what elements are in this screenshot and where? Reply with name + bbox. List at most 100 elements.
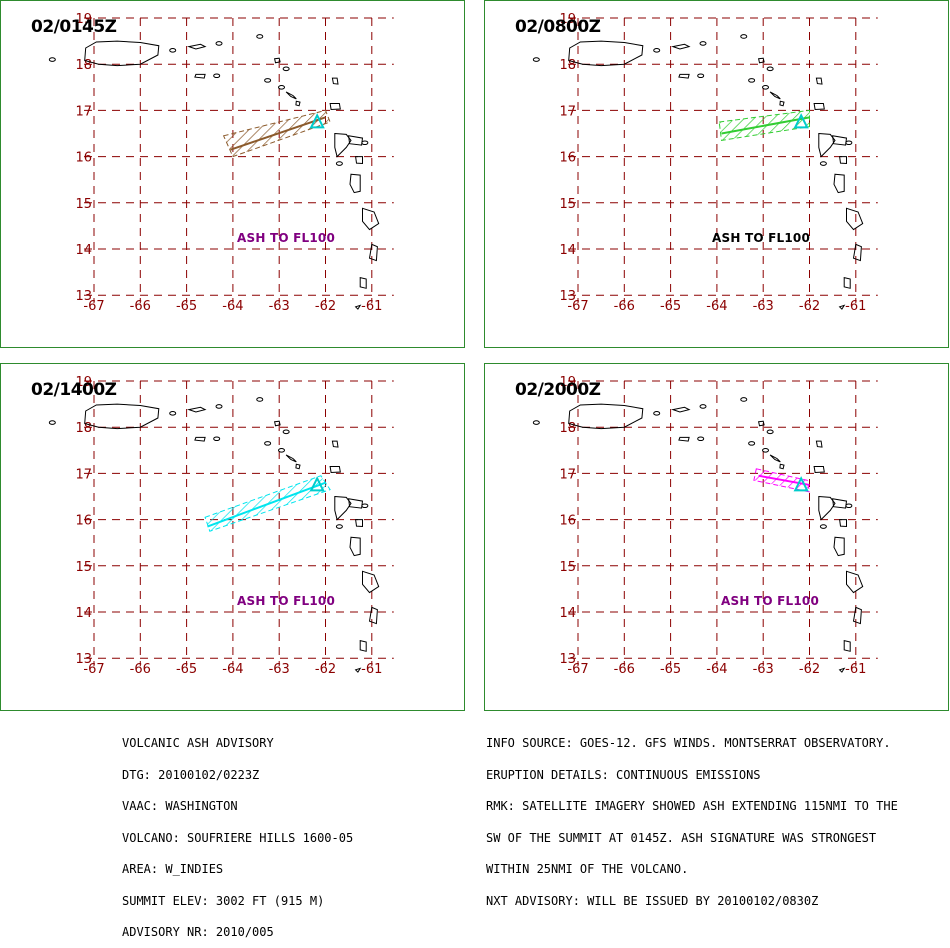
ash-plume-axis (758, 474, 810, 486)
islet (169, 411, 177, 416)
coastline (331, 440, 339, 448)
coastline (843, 639, 851, 652)
lat-tick-label: 16 (559, 151, 576, 166)
advisory-line: SUMMIT ELEV: 3002 FT (915 M) (122, 893, 325, 908)
lat-tick-label: 17 (75, 467, 92, 482)
coastline (838, 667, 846, 673)
coastline (362, 570, 380, 594)
coastline (368, 243, 378, 262)
islet (278, 448, 286, 453)
coastline (843, 276, 851, 289)
lon-tick-label: -62 (799, 662, 820, 677)
coastline (832, 498, 848, 509)
coastline (670, 43, 691, 50)
advisory-line: VOLCANO: SOUFRIERE HILLS 1600-05 (122, 830, 354, 845)
lat-tick-label: 17 (75, 104, 92, 119)
coastline (757, 420, 765, 427)
volcano-marker (309, 113, 325, 129)
advisory-line: ADVISORY NR: 2010/005 (122, 925, 274, 939)
advisory-line: WITHIN 25NMI OF THE VOLCANO. (486, 862, 689, 876)
islet (213, 436, 221, 442)
coastline (779, 100, 785, 107)
advisory-line: INFO SOURCE: GOES-12. GFS WINDS. MONTSER… (486, 736, 891, 750)
coastline (186, 406, 207, 413)
lon-tick-label: -64 (222, 662, 243, 677)
map-canvas: -67 -66 -65 -64 -63 -62 -61 19 18 17 16 15 14 13 (48, 12, 394, 314)
islet (748, 78, 756, 83)
lon-tick-label: -62 (315, 299, 336, 314)
coastline (818, 495, 836, 521)
coastline (362, 207, 380, 231)
coastline (368, 606, 378, 625)
lat-tick-label: 16 (75, 514, 92, 529)
coastline (354, 304, 362, 310)
lat-tick-label: 16 (559, 514, 576, 529)
islet (762, 85, 770, 90)
islet (766, 66, 774, 72)
coastline (852, 243, 862, 262)
coastline (285, 454, 297, 463)
islet (278, 85, 286, 90)
panel-time-label: 02/0145Z (31, 17, 117, 37)
islet (215, 41, 223, 46)
lon-tick-label: -62 (799, 299, 820, 314)
coastline (769, 454, 781, 463)
islet (169, 48, 177, 53)
panel-time-label: 02/2000Z (515, 380, 601, 400)
islet (532, 420, 540, 425)
lon-tick-label: -64 (706, 299, 727, 314)
coastline (813, 466, 825, 474)
coastline (568, 403, 644, 430)
coastline (331, 77, 339, 85)
coastline (354, 667, 362, 673)
ash-plume-axis (721, 116, 810, 135)
lat-tick-label: 19 (559, 375, 576, 390)
lon-tick-label: -63 (753, 662, 774, 677)
lon-tick-label: -66 (130, 299, 151, 314)
lat-tick-label: 13 (75, 289, 92, 304)
islet (335, 161, 343, 166)
coastline (273, 420, 281, 427)
coastline (329, 103, 341, 111)
coastline (349, 536, 361, 557)
coastline (348, 498, 364, 509)
advisory-line: SW OF THE SUMMIT AT 0145Z. ASH SIGNATURE… (486, 830, 877, 845)
volcano-marker (309, 476, 325, 492)
lon-tick-label: -65 (176, 299, 197, 314)
advisory-line: AREA: W_INDIES (122, 862, 224, 876)
lon-tick-label: -66 (130, 662, 151, 677)
lon-tick-label: -64 (706, 662, 727, 677)
coastline (779, 463, 785, 470)
advisory-header-text: VOLCANIC ASH ADVISORY DTG: 20100102/0223… (122, 717, 353, 948)
ash-height-label: ASH TO FL100 (237, 594, 336, 608)
coastline (670, 406, 691, 413)
forecast-panel-1400z: -67 -66 -65 -64 -63 -62 -61 19 18 17 16 15 14 13 02/1… (0, 363, 465, 711)
lat-tick-label: 16 (75, 151, 92, 166)
lat-tick-label: 15 (559, 560, 576, 575)
map-canvas: -67 -66 -65 -64 -63 -62 -61 19 18 17 16 15 14 13 (532, 12, 878, 314)
islet (256, 34, 264, 39)
islet (48, 57, 56, 62)
coastline (757, 57, 765, 64)
islet (740, 34, 748, 39)
lat-tick-label: 18 (559, 58, 576, 73)
islet (282, 66, 290, 72)
lat-tick-label: 18 (559, 421, 576, 436)
islet (256, 397, 264, 402)
coastline (678, 73, 690, 79)
coastline (329, 466, 341, 474)
ash-plume-axis (230, 116, 326, 151)
lon-tick-label: -61 (361, 662, 382, 677)
coastline (334, 495, 352, 521)
islet (264, 78, 272, 83)
advisory-line: NXT ADVISORY: WILL BE ISSUED BY 20100102… (486, 893, 819, 908)
map-canvas: -67 -66 -65 -64 -63 -62 -61 19 18 17 16 15 14 13 (48, 375, 394, 677)
lat-tick-label: 13 (559, 289, 576, 304)
coastline (815, 77, 823, 85)
coastline (355, 156, 363, 165)
islet (264, 441, 272, 446)
lon-tick-label: -63 (269, 662, 290, 677)
lon-tick-label: -66 (614, 662, 635, 677)
islet (697, 73, 705, 79)
forecast-panel-2000z: -67 -66 -65 -64 -63 -62 -61 19 18 17 16 15 14 13 02/2… (484, 363, 949, 711)
